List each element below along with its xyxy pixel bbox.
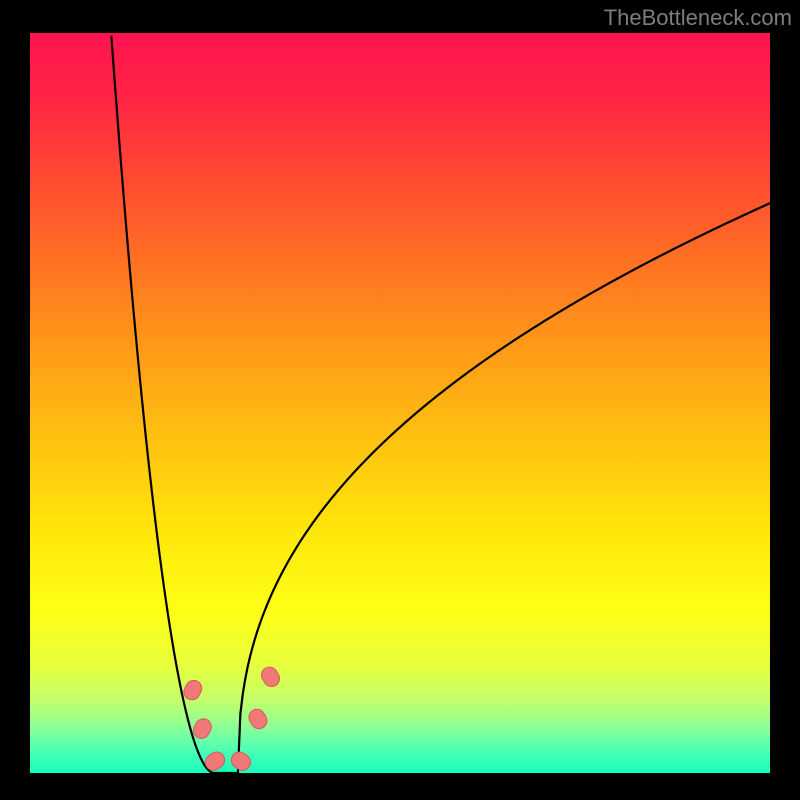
watermark-text: TheBottleneck.com [604, 5, 792, 31]
chart-svg [30, 33, 770, 773]
gradient-background [30, 33, 770, 773]
plot-area [30, 33, 770, 773]
